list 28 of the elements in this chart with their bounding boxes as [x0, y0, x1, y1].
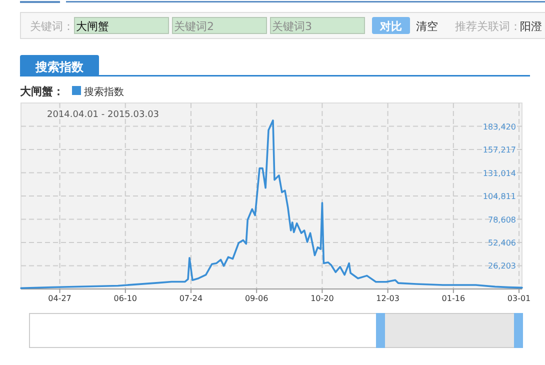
legend-label: 搜索指数: [84, 86, 124, 98]
x-tick-label: 07-24: [179, 294, 203, 303]
x-tick-label: 06-10: [114, 294, 137, 303]
y-tick-label: 52,406: [488, 238, 516, 248]
text: 阳澄: [520, 20, 542, 33]
text: 关键词：: [30, 20, 74, 33]
text: 对比: [379, 20, 402, 33]
y-tick-label: 26,203: [488, 262, 516, 271]
text: 大闸蟹: [76, 20, 109, 33]
x-tick-label: 04-27: [48, 294, 72, 303]
x-tick-label: 01-16: [442, 294, 466, 303]
text: 关键词2: [174, 20, 214, 33]
x-tick-label: 10-20: [310, 294, 334, 303]
annotation: 2014.04.01 - 2015.03.03: [47, 110, 160, 120]
chart-title: 搜索指数: [34, 60, 84, 74]
x-tick-label: 12-03: [376, 294, 400, 303]
text: 推荐关联词：: [455, 20, 521, 33]
x-tick-label: 09-06: [244, 294, 268, 303]
y-tick-label: 104,811: [482, 192, 516, 201]
text: 清空: [416, 20, 438, 33]
line-series: [20, 120, 523, 290]
text: 关键词3: [272, 20, 312, 33]
y-tick-label: 78,608: [488, 215, 516, 224]
y-tick-label: 183,420: [482, 122, 516, 132]
y-tick-label: 157,217: [482, 146, 516, 154]
y-tick-label: 131,014: [482, 168, 516, 178]
legend-title: 大闸蟹：: [20, 85, 64, 98]
x-tick-label: 03-01: [507, 294, 531, 303]
